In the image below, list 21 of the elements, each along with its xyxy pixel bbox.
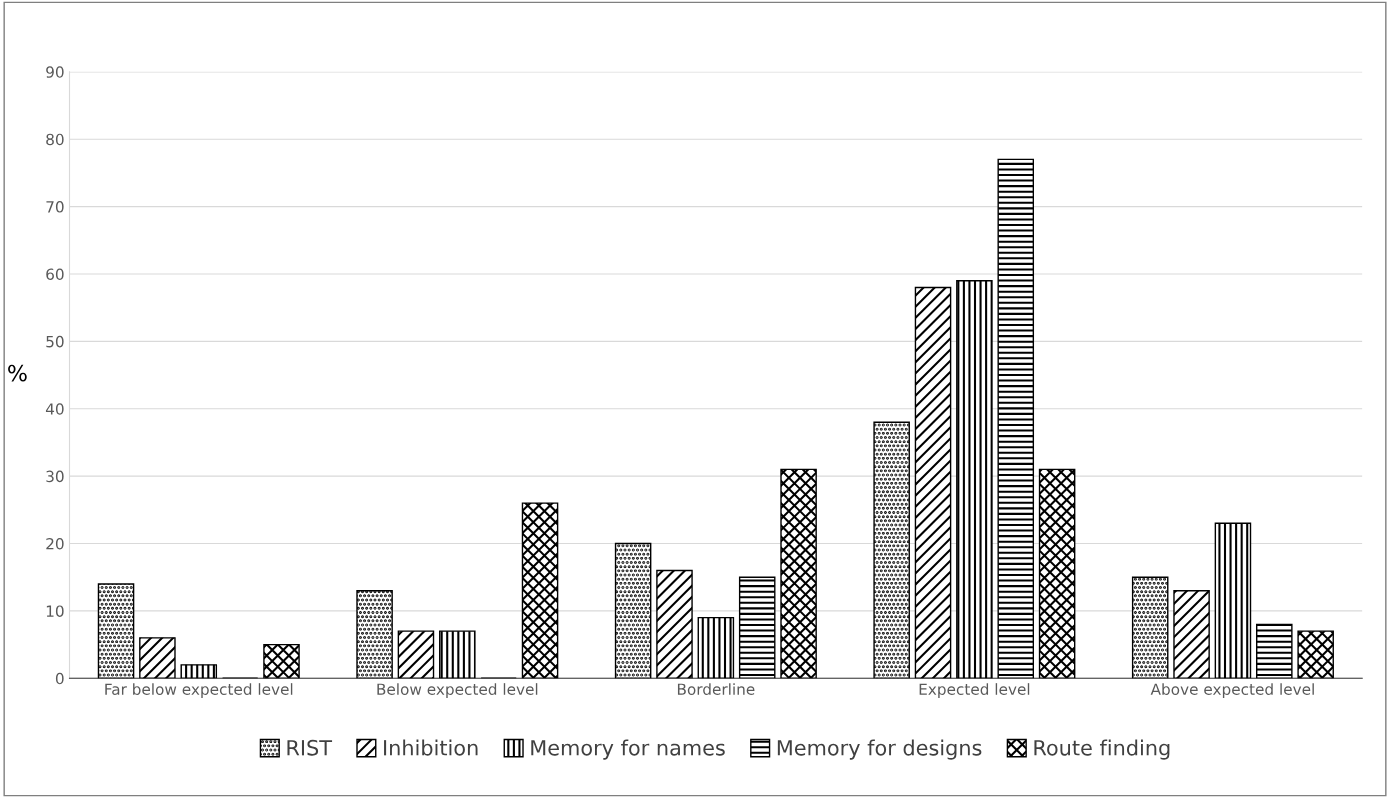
- y-axis-title: %: [8, 364, 27, 382]
- y-tick-label: 10: [46, 605, 64, 617]
- x-tick-label: Borderline: [677, 683, 755, 695]
- y-tick-label: 90: [46, 66, 64, 78]
- y-tick-label: 20: [46, 537, 64, 550]
- y-tick-label: 0: [55, 672, 64, 685]
- x-tick-label: Expected level: [919, 683, 1030, 698]
- legend-label: Inhibition: [384, 739, 478, 756]
- legend-label: Memory for designs: [777, 739, 982, 760]
- y-tick-label: 50: [46, 335, 64, 348]
- y-tick-label: 80: [46, 133, 64, 146]
- y-tick-label: 40: [45, 403, 64, 415]
- y-tick-label: 60: [46, 268, 64, 280]
- y-tick-label: 70: [46, 201, 64, 213]
- legend-label: Route finding: [1034, 739, 1170, 760]
- x-tick-label: Below expected level: [377, 683, 538, 698]
- x-tick-label: Above expected level: [1150, 683, 1314, 698]
- legend-label: RIST: [287, 739, 333, 756]
- y-tick-label: 30: [46, 470, 64, 483]
- legend-label: Memory for names: [531, 739, 725, 760]
- x-tick-label: Far below expected level: [105, 683, 293, 698]
